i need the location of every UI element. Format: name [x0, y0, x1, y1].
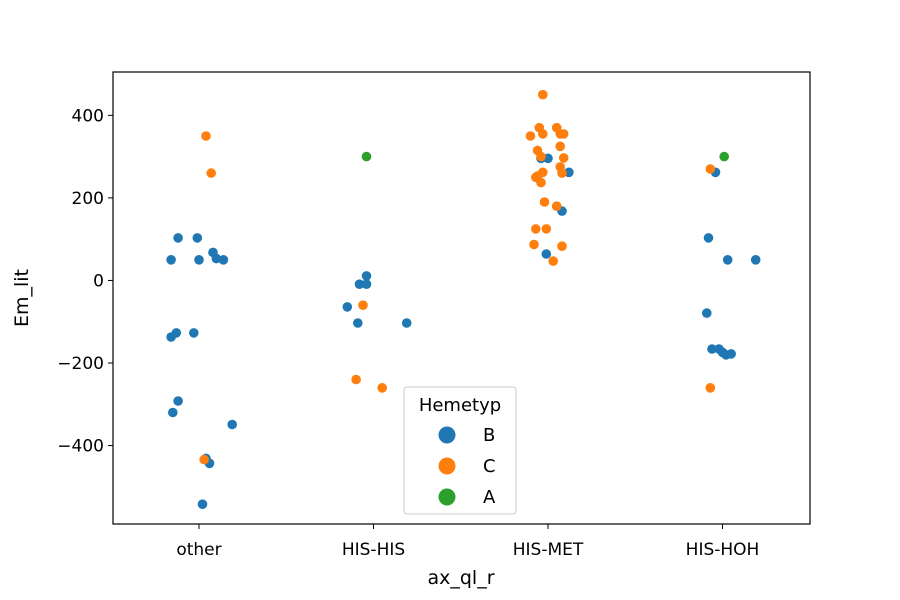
data-point-C — [555, 141, 565, 152]
data-point-B — [401, 318, 412, 328]
x-axis-ticks: other HIS-HIS HIS-MET HIS-HOH — [176, 524, 759, 560]
y-tick-label: 200 — [72, 189, 104, 209]
data-point-B — [361, 279, 372, 290]
data-point-C — [351, 374, 361, 385]
legend-label-A: A — [483, 487, 496, 508]
data-point-B — [171, 328, 182, 338]
data-point-C — [538, 89, 548, 100]
data-point-C — [529, 239, 539, 250]
data-point-B — [173, 396, 183, 406]
data-point-C — [538, 129, 548, 139]
legend-label-C: C — [483, 456, 496, 477]
data-point-B — [353, 318, 363, 328]
legend-title: Hemetyp — [419, 395, 501, 416]
data-point-C — [551, 201, 562, 211]
data-point-C — [377, 383, 388, 393]
data-point-C — [199, 454, 209, 465]
data-point-B — [702, 308, 712, 318]
plot-frame — [112, 71, 811, 525]
y-axis-label: Em_lit — [11, 269, 33, 327]
data-point-B — [189, 328, 199, 338]
data-point-B — [227, 419, 237, 430]
data-point-C — [558, 153, 569, 163]
data-point-B — [722, 254, 733, 265]
data-point-B — [361, 271, 372, 281]
data-point-C — [557, 168, 567, 178]
data-point-B — [211, 253, 222, 264]
y-tick-label: 400 — [72, 106, 104, 126]
data-point-C — [358, 300, 368, 311]
data-point-C — [541, 224, 552, 234]
data-point-C — [548, 256, 558, 266]
legend-marker-C — [438, 457, 456, 475]
data-point-C — [539, 197, 550, 207]
data-point-B — [197, 499, 208, 510]
x-axis-label: ax_ql_r — [427, 567, 494, 589]
data-point-A — [719, 151, 729, 162]
data-point-B — [707, 344, 717, 354]
data-point-B — [726, 349, 736, 359]
x-tick-label: HIS-MET — [513, 540, 584, 560]
data-point-B — [354, 279, 365, 290]
data-point-C — [525, 131, 536, 141]
data-point-B — [168, 407, 178, 418]
x-tick-label: other — [176, 540, 221, 560]
data-point-B — [166, 254, 176, 265]
data-point-B — [173, 233, 183, 243]
data-point-A — [361, 151, 372, 162]
legend-marker-A — [438, 488, 456, 506]
legend-entries: BCA — [438, 425, 496, 508]
data-point-C — [557, 241, 567, 251]
data-point-C — [555, 129, 565, 139]
x-tick-label: HIS-HOH — [686, 540, 760, 560]
data-point-B — [703, 233, 714, 243]
y-axis-ticks: −400 −200 0 200 400 — [57, 106, 113, 457]
data-point-C — [531, 224, 541, 234]
y-tick-label: −200 — [57, 354, 104, 374]
data-point-C — [201, 131, 211, 141]
data-point-C — [536, 177, 546, 188]
data-point-C — [536, 151, 546, 162]
legend-label-B: B — [483, 425, 495, 446]
data-point-C — [705, 383, 716, 393]
y-tick-label: 0 — [93, 271, 104, 291]
x-tick-label: HIS-HIS — [342, 540, 405, 560]
data-point-B — [342, 302, 353, 312]
data-points — [166, 89, 761, 510]
data-point-C — [705, 164, 716, 174]
legend-marker-B — [438, 426, 456, 444]
data-point-B — [541, 249, 552, 259]
data-point-B — [750, 254, 761, 265]
data-point-B — [192, 233, 203, 243]
data-point-B — [194, 254, 204, 265]
legend-frame — [403, 386, 517, 515]
y-tick-label: −400 — [57, 437, 104, 457]
data-point-C — [206, 168, 216, 178]
legend: Hemetyp BCA — [403, 386, 517, 515]
